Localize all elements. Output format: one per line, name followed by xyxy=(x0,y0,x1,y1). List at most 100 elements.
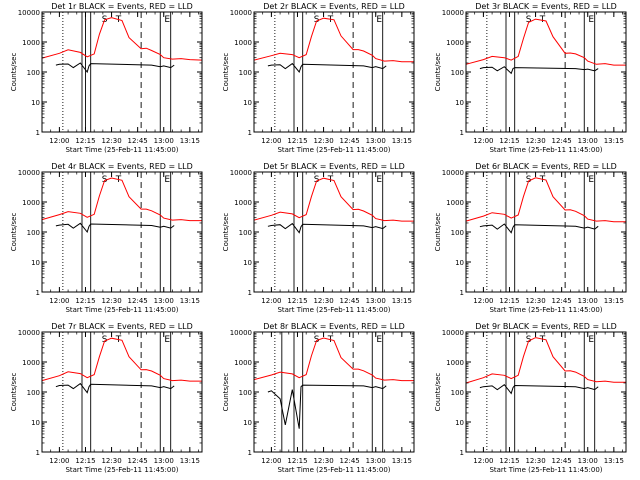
x-tick-label: 12:00 xyxy=(49,137,69,145)
x-tick-label: 12:00 xyxy=(473,457,493,465)
x-tick-label: 12:30 xyxy=(313,457,333,465)
x-tick-label: 12:15 xyxy=(499,297,519,305)
y-tick-label: 1 xyxy=(248,129,252,137)
x-tick-label: 13:15 xyxy=(392,297,412,305)
y-tick-label: 1000 xyxy=(22,199,40,207)
phase-letter: T xyxy=(539,335,546,345)
y-axis-label: Counts/sec xyxy=(222,373,230,412)
series-line-events xyxy=(267,62,387,74)
x-tick-label: 12:30 xyxy=(525,137,545,145)
x-axis-label: Start Time (25-Feb-11 11:45:00) xyxy=(277,146,390,154)
y-tick-label: 1 xyxy=(460,129,464,137)
y-tick-label: 100 xyxy=(239,69,252,77)
plot-frame xyxy=(465,11,627,133)
y-tick-label: 1000 xyxy=(22,39,40,47)
y-tick-label: 10000 xyxy=(442,9,464,17)
y-axis-label: Counts/sec xyxy=(434,53,442,92)
y-tick-label: 10 xyxy=(455,419,464,427)
series-line-lld xyxy=(465,337,626,384)
plot-frame xyxy=(465,171,627,293)
y-tick-label: 10 xyxy=(243,259,252,267)
phase-letter: E xyxy=(376,175,382,185)
series-line-events xyxy=(55,382,175,394)
y-tick-label: 10000 xyxy=(230,9,252,17)
panel-title: Det 5r BLACK = Events, RED = LLD xyxy=(263,162,405,171)
y-tick-label: 10000 xyxy=(18,329,40,337)
x-tick-label: 12:15 xyxy=(75,297,95,305)
y-tick-label: 1 xyxy=(248,289,252,297)
x-tick-label: 12:15 xyxy=(75,137,95,145)
x-tick-label: 12:00 xyxy=(261,457,281,465)
panel-title: Det 2r BLACK = Events, RED = LLD xyxy=(263,2,405,11)
y-tick-label: 100 xyxy=(27,389,40,397)
y-tick-label: 1000 xyxy=(446,359,464,367)
y-tick-label: 10 xyxy=(455,259,464,267)
y-tick-label: 10000 xyxy=(18,9,40,17)
panel-title: Det 1r BLACK = Events, RED = LLD xyxy=(51,2,193,11)
series-line-events xyxy=(55,62,175,74)
phase-letter: E xyxy=(164,175,170,185)
series-line-lld xyxy=(465,18,626,66)
phase-letter: S xyxy=(102,335,108,345)
series-line-lld xyxy=(41,337,202,382)
x-tick-label: 12:15 xyxy=(287,137,307,145)
phase-letter: E xyxy=(376,335,382,345)
phase-letter: T xyxy=(115,15,122,25)
phase-letter: S xyxy=(526,175,532,185)
x-tick-label: 12:45 xyxy=(340,297,360,305)
x-tick-label: 13:15 xyxy=(604,137,624,145)
y-axis-label: Counts/sec xyxy=(10,213,18,252)
y-tick-label: 100 xyxy=(27,69,40,77)
y-tick-label: 10000 xyxy=(442,169,464,177)
y-axis-label: Counts/sec xyxy=(434,213,442,252)
x-tick-label: 12:00 xyxy=(261,137,281,145)
y-tick-label: 10 xyxy=(243,419,252,427)
phase-letter: T xyxy=(327,15,334,25)
x-tick-label: 12:30 xyxy=(101,297,121,305)
series-line-events xyxy=(479,66,599,75)
phase-letter: E xyxy=(164,335,170,345)
x-tick-label: 12:00 xyxy=(261,297,281,305)
y-tick-label: 100 xyxy=(451,229,464,237)
phase-letter: E xyxy=(164,15,170,25)
plot-frame xyxy=(41,331,203,453)
panel-title: Det 3r BLACK = Events, RED = LLD xyxy=(475,2,617,11)
x-tick-label: 12:30 xyxy=(525,457,545,465)
x-tick-label: 12:45 xyxy=(128,297,148,305)
series-line-lld xyxy=(253,17,414,63)
phase-letter: S xyxy=(526,335,532,345)
x-axis-label: Start Time (25-Feb-11 11:45:00) xyxy=(489,466,602,474)
x-tick-label: 12:00 xyxy=(473,297,493,305)
phase-letter: S xyxy=(314,15,320,25)
y-tick-label: 100 xyxy=(451,389,464,397)
series-line-events xyxy=(267,222,387,234)
x-tick-label: 12:15 xyxy=(287,297,307,305)
y-axis-label: Counts/sec xyxy=(434,373,442,412)
x-tick-label: 13:00 xyxy=(366,297,386,305)
series-line-events xyxy=(479,223,599,234)
y-tick-label: 10000 xyxy=(442,329,464,337)
x-tick-label: 12:30 xyxy=(101,137,121,145)
y-tick-label: 100 xyxy=(27,229,40,237)
x-tick-label: 12:45 xyxy=(552,297,572,305)
y-tick-label: 1 xyxy=(460,449,464,457)
phase-letter: E xyxy=(588,15,594,25)
phase-letter: E xyxy=(376,15,382,25)
y-tick-label: 1 xyxy=(36,129,40,137)
series-line-lld xyxy=(253,177,414,222)
x-axis-label: Start Time (25-Feb-11 11:45:00) xyxy=(65,146,178,154)
x-tick-label: 12:30 xyxy=(313,297,333,305)
phase-letter: S xyxy=(314,175,320,185)
panel-title: Det 6r BLACK = Events, RED = LLD xyxy=(475,162,617,171)
x-tick-label: 13:00 xyxy=(154,137,174,145)
x-tick-label: 12:15 xyxy=(499,457,519,465)
x-tick-label: 12:00 xyxy=(49,297,69,305)
series-line-events xyxy=(55,222,175,234)
series-line-lld xyxy=(41,17,203,61)
panel-title: Det 4r BLACK = Events, RED = LLD xyxy=(51,162,193,171)
x-tick-label: 13:00 xyxy=(366,137,386,145)
x-axis-label: Start Time (25-Feb-11 11:45:00) xyxy=(489,306,602,314)
x-tick-label: 12:45 xyxy=(128,457,148,465)
